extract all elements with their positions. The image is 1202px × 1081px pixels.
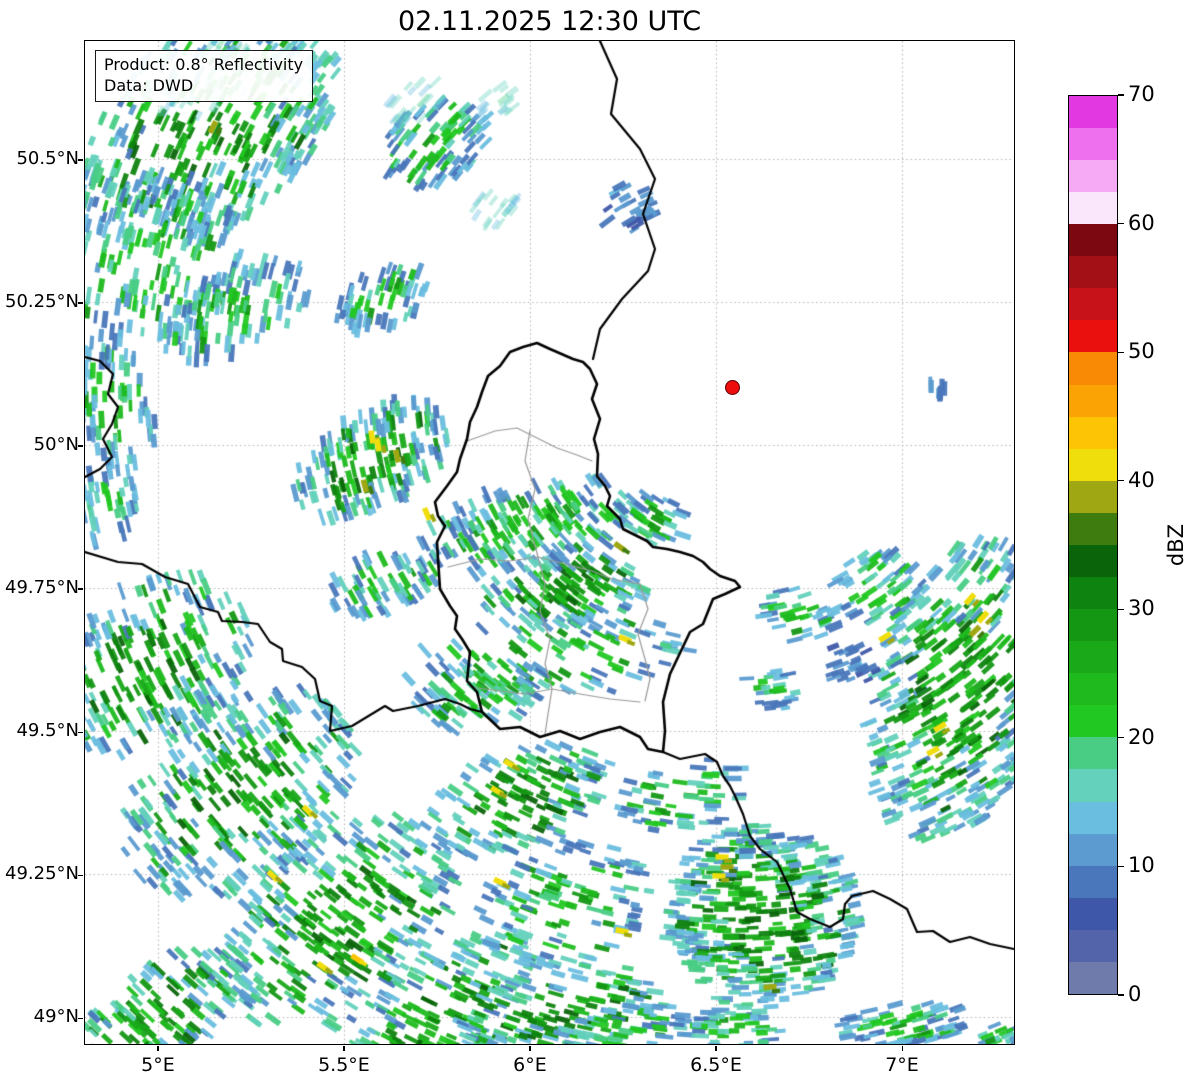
x-tick-label: 6°E bbox=[513, 1054, 547, 1076]
colorbar-tick-label: 10 bbox=[1128, 853, 1155, 878]
colorbar-band bbox=[1069, 865, 1117, 898]
y-tick-label: 50°N bbox=[33, 433, 79, 455]
y-tick-mark bbox=[78, 1017, 83, 1019]
colorbar-band bbox=[1069, 544, 1117, 577]
map-plot-area: Product: 0.8° Reflectivity Data: DWD bbox=[84, 40, 1015, 1045]
y-tick-label: 50.25°N bbox=[5, 290, 79, 312]
colorbar-band bbox=[1069, 224, 1117, 257]
y-tick-label: 49°N bbox=[33, 1006, 79, 1028]
colorbar-axis-label: dBZ bbox=[1164, 523, 1188, 567]
colorbar-tick-label: 50 bbox=[1128, 339, 1155, 364]
colorbar-band bbox=[1069, 833, 1117, 866]
colorbar-tick-mark bbox=[1118, 608, 1124, 610]
x-tick-mark bbox=[157, 1046, 159, 1051]
colorbar-band bbox=[1069, 448, 1117, 481]
colorbar-bands bbox=[1069, 95, 1117, 994]
radar-map-canvas bbox=[85, 41, 1014, 1044]
colorbar-tick-mark bbox=[1118, 737, 1124, 739]
colorbar-tick-mark bbox=[1118, 480, 1124, 482]
colorbar-band bbox=[1069, 480, 1117, 513]
colorbar-band bbox=[1069, 576, 1117, 610]
data-source-label: Data: DWD bbox=[104, 76, 194, 96]
colorbar-tick-label: 70 bbox=[1128, 82, 1155, 106]
x-tick-mark bbox=[529, 1046, 531, 1051]
colorbar-band bbox=[1069, 384, 1117, 417]
colorbar-tick-mark bbox=[1118, 94, 1124, 96]
x-tick-mark bbox=[901, 1046, 903, 1051]
y-tick-mark bbox=[78, 731, 83, 733]
y-tick-label: 49.75°N bbox=[5, 576, 79, 598]
colorbar bbox=[1068, 95, 1118, 995]
colorbar-tick-label: 40 bbox=[1128, 467, 1155, 492]
colorbar-band bbox=[1069, 961, 1117, 994]
y-tick-label: 49.5°N bbox=[16, 720, 79, 742]
colorbar-band bbox=[1069, 801, 1117, 834]
y-tick-mark bbox=[78, 159, 83, 161]
colorbar-band bbox=[1069, 159, 1117, 193]
colorbar-band bbox=[1069, 673, 1117, 706]
colorbar-band bbox=[1069, 288, 1117, 321]
colorbar-band bbox=[1069, 609, 1117, 642]
colorbar-tick-label: 0 bbox=[1128, 982, 1142, 1006]
y-tick-label: 50.5°N bbox=[16, 147, 79, 169]
y-tick-mark bbox=[78, 588, 83, 590]
colorbar-band bbox=[1069, 320, 1117, 353]
x-tick-label: 6.5°E bbox=[690, 1054, 742, 1076]
y-tick-label: 49.25°N bbox=[5, 863, 79, 885]
colorbar-tick-label: 60 bbox=[1128, 210, 1155, 235]
x-tick-mark bbox=[715, 1046, 717, 1051]
colorbar-band bbox=[1069, 352, 1117, 385]
colorbar-band bbox=[1069, 192, 1117, 225]
colorbar-tick-mark bbox=[1118, 351, 1124, 353]
x-tick-label: 5°E bbox=[141, 1054, 175, 1076]
colorbar-band bbox=[1069, 929, 1117, 962]
colorbar-band bbox=[1069, 897, 1117, 930]
y-tick-mark bbox=[78, 302, 83, 304]
colorbar-tick-label: 20 bbox=[1128, 724, 1155, 749]
y-tick-mark bbox=[78, 445, 83, 447]
product-label: Product: 0.8° Reflectivity bbox=[104, 55, 304, 74]
colorbar-band bbox=[1069, 127, 1117, 160]
y-tick-mark bbox=[78, 874, 83, 876]
x-tick-label: 5.5°E bbox=[318, 1054, 370, 1076]
figure-title: 02.11.2025 12:30 UTC bbox=[397, 6, 702, 37]
colorbar-band bbox=[1069, 769, 1117, 802]
colorbar-tick-mark bbox=[1118, 865, 1124, 868]
colorbar-band bbox=[1069, 256, 1117, 289]
x-tick-mark bbox=[343, 1046, 345, 1051]
colorbar-band bbox=[1069, 705, 1117, 738]
colorbar-tick-mark bbox=[1118, 222, 1124, 225]
x-tick-label: 7°E bbox=[885, 1054, 919, 1076]
colorbar-band bbox=[1069, 512, 1117, 545]
colorbar-band bbox=[1069, 641, 1117, 674]
colorbar-band bbox=[1069, 95, 1117, 128]
product-annotation-box: Product: 0.8° Reflectivity Data: DWD bbox=[95, 50, 314, 103]
colorbar-band bbox=[1069, 416, 1117, 449]
colorbar-tick-label: 30 bbox=[1128, 596, 1155, 621]
colorbar-band bbox=[1069, 737, 1117, 770]
radar-site-marker bbox=[725, 380, 740, 395]
colorbar-tick-mark bbox=[1118, 994, 1124, 996]
